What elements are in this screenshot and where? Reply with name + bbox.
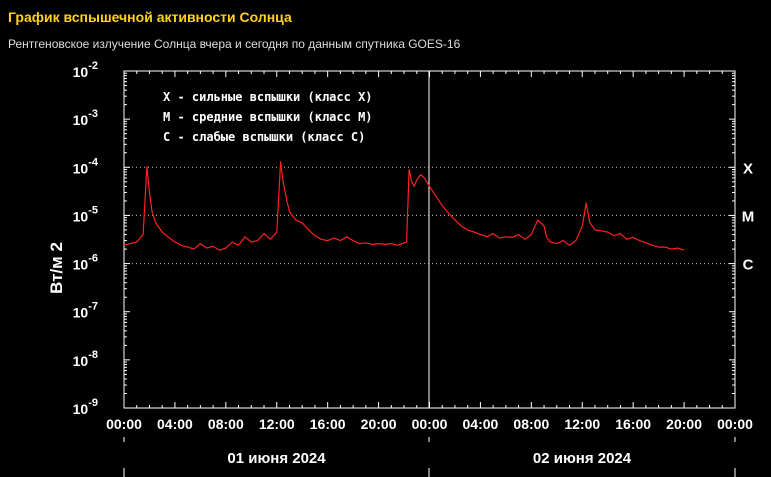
day-label: 02 июня 2024	[533, 450, 632, 467]
x-tick-label: 00:00	[412, 416, 448, 432]
class-labels: X M C	[742, 160, 755, 273]
class-label-x: X	[743, 160, 753, 177]
y-tick-label: 10-7	[73, 301, 98, 321]
y-tick-label: 10-4	[73, 156, 99, 176]
class-label-m: M	[742, 208, 755, 225]
x-tick-label: 04:00	[157, 416, 193, 432]
legend-item: M - средние вспышки (класс M)	[163, 110, 373, 124]
y-axis-label: Вт/м 2	[47, 242, 66, 294]
legend-item: X - сильные вспышки (класс X)	[163, 90, 373, 104]
x-tick-label: 20:00	[361, 416, 397, 432]
class-label-c: C	[743, 257, 754, 274]
day-labels: 01 июня 2024 02 июня 2024	[123, 437, 736, 477]
x-tick-label: 12:00	[259, 416, 295, 432]
y-tick-label: 10-6	[73, 253, 98, 273]
series-layer	[123, 161, 685, 251]
y-tick-label: 10-3	[73, 108, 98, 128]
legend-item: C - слабые вспышки (класс C)	[163, 130, 365, 144]
x-tick-label: 04:00	[463, 416, 499, 432]
page-subtitle: Рентгеновское излучение Солнца вчера и с…	[8, 37, 461, 51]
xray-flux-line	[123, 161, 685, 251]
x-tick-label: 16:00	[615, 416, 651, 432]
x-tick-label: 08:00	[513, 416, 549, 432]
y-tick-label: 10-5	[73, 204, 98, 224]
page-title: График вспышечной активности Солнца	[8, 9, 292, 25]
legend: X - сильные вспышки (класс X) M - средние…	[163, 90, 373, 144]
y-tick-label: 10-8	[73, 349, 98, 369]
x-tick-label: 12:00	[564, 416, 600, 432]
x-tick-label: 00:00	[106, 416, 142, 432]
day-label: 01 июня 2024	[227, 450, 326, 467]
x-tick-label: 16:00	[310, 416, 346, 432]
y-axis-ticks: 10-2 10-3 10-4 10-5 10-6 10-7 10-8 10-9	[73, 60, 735, 417]
y-tick-label: 10-9	[73, 397, 98, 417]
x-tick-label: 00:00	[717, 416, 753, 432]
x-axis-ticks: 00:00 04:00 08:00 12:00 16:00 20:00 00:00 04:00…	[106, 71, 753, 432]
y-tick-label: 10-2	[73, 60, 98, 80]
x-tick-label: 08:00	[208, 416, 244, 432]
x-tick-label: 20:00	[666, 416, 702, 432]
